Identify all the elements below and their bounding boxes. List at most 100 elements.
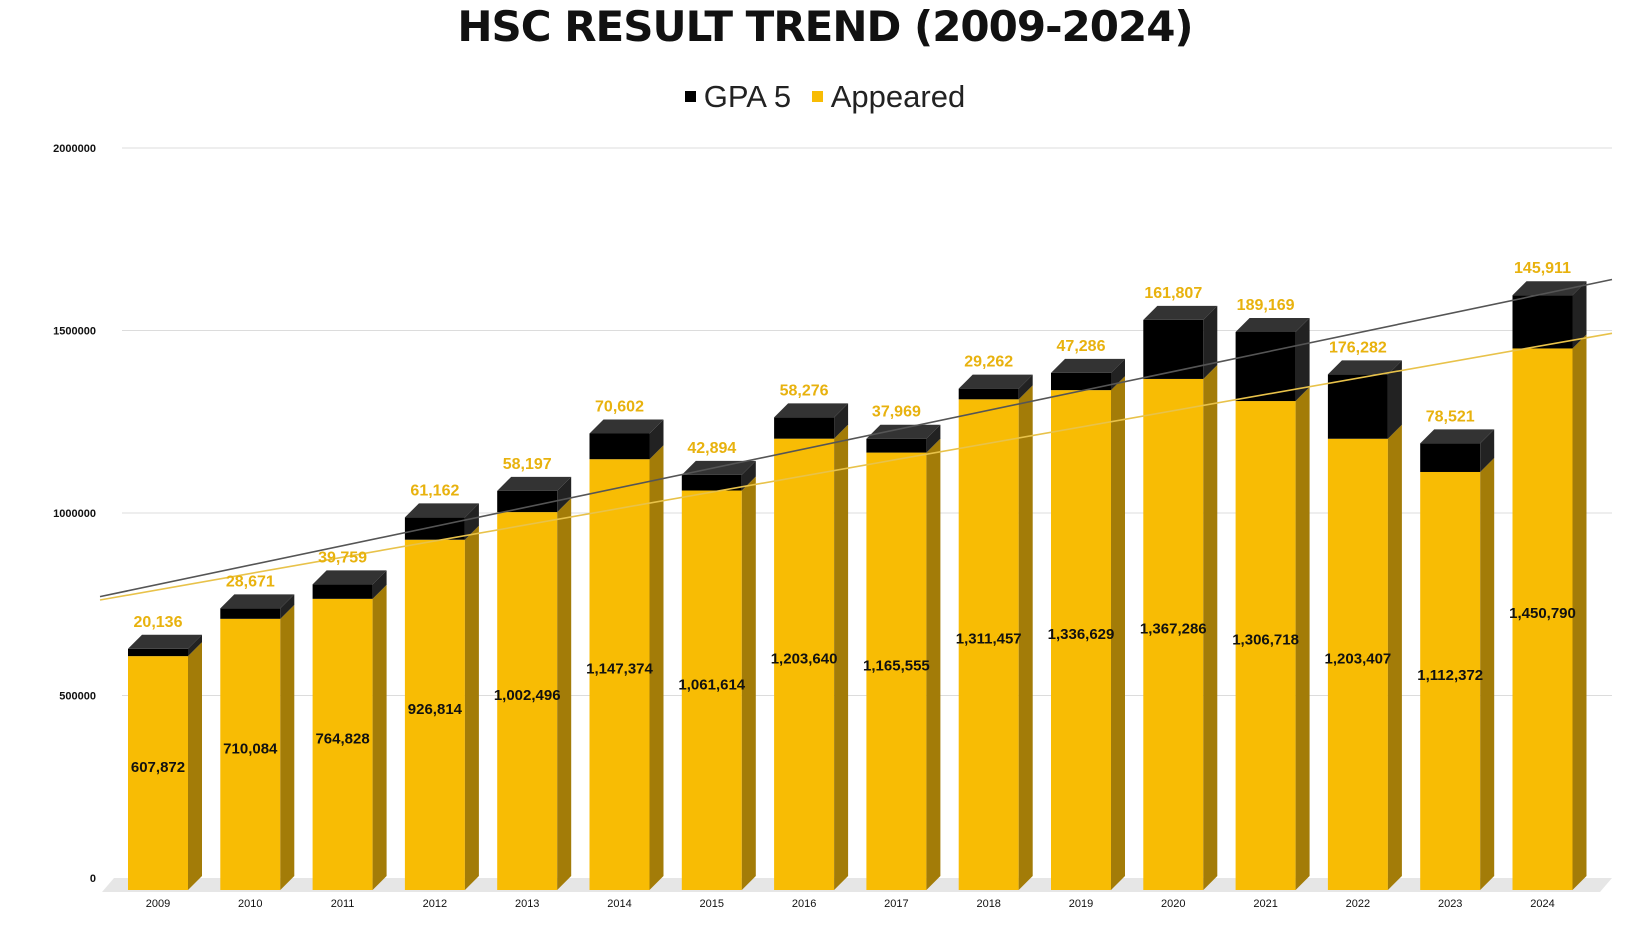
data-label-gpa5-2024: 145,911 <box>1514 260 1571 277</box>
x-tick-label-2016: 2016 <box>792 898 816 910</box>
data-label-appeared-2012: 926,814 <box>408 701 463 718</box>
data-label-appeared-2020: 1,367,286 <box>1140 620 1207 637</box>
bar-appeared-2019 <box>1051 390 1111 890</box>
chart-title: HSC RESULT TREND (2009-2024) <box>457 2 1193 51</box>
legend: GPA 5 Appeared <box>0 74 1650 115</box>
trendline-app <box>99 332 1613 601</box>
bar-appeared-2013 <box>497 512 558 890</box>
bar-gpa5-top-2022 <box>1327 360 1402 375</box>
bar-gpa5-top-2021 <box>1235 318 1310 333</box>
data-label-gpa5-2014: 70,602 <box>595 398 644 415</box>
data-label-gpa5-2017: 37,969 <box>872 404 921 421</box>
bar-gpa5-side-2014 <box>649 419 664 460</box>
bar-gpa5-side-2013 <box>557 476 572 513</box>
x-tick-label-2013: 2013 <box>515 898 539 910</box>
data-label-appeared-2023: 1,112,372 <box>1417 667 1483 684</box>
data-label-gpa5-2020: 161,807 <box>1144 285 1202 302</box>
bar-gpa5-2012 <box>404 517 465 540</box>
legend-item-appeared: Appeared <box>811 79 965 115</box>
bar-gpa5-2024 <box>1512 295 1573 349</box>
data-label-appeared-2010: 710,084 <box>223 740 278 757</box>
bar-gpa5-2018 <box>958 388 1019 400</box>
bar-appeared-2010 <box>220 618 281 890</box>
x-tick-label-2015: 2015 <box>700 898 724 910</box>
bar-gpa5-top-2023 <box>1420 429 1495 444</box>
data-label-appeared-2013: 1,002,496 <box>494 687 561 704</box>
bar-appeared-2011 <box>312 598 373 890</box>
bar-appeared-side-2024 <box>1572 334 1587 890</box>
bar-appeared-2017 <box>866 452 927 890</box>
bar-gpa5-2011 <box>312 584 373 599</box>
bar-appeared-2022 <box>1327 438 1388 890</box>
x-tick-label-2022: 2022 <box>1346 898 1370 910</box>
x-tick-label-2019: 2019 <box>1069 898 1093 910</box>
bar-gpa5-top-2017 <box>866 424 941 439</box>
data-label-appeared-2011: 764,828 <box>315 730 369 747</box>
bar-appeared-side-2013 <box>557 498 572 890</box>
bar-appeared-2018 <box>958 399 1019 890</box>
x-tick-label-2011: 2011 <box>331 898 355 910</box>
bar-appeared-side-2015 <box>741 476 756 890</box>
bar-gpa5-top-2013 <box>497 476 572 491</box>
bar-gpa5-2014 <box>589 433 650 460</box>
bar-gpa5-side-2024 <box>1572 281 1587 349</box>
data-label-gpa5-2016: 58,276 <box>780 382 829 399</box>
bar-gpa5-top-2011 <box>312 570 387 585</box>
bar-appeared-side-2011 <box>372 584 387 890</box>
bar-gpa5-2015 <box>681 474 742 491</box>
x-tick-label-2021: 2021 <box>1253 898 1277 910</box>
bar-appeared-side-2012 <box>464 525 479 890</box>
bar-gpa5-top-2010 <box>220 594 295 609</box>
bar-gpa5-2009 <box>128 648 188 657</box>
bar-gpa5-top-2016 <box>774 403 849 418</box>
data-label-appeared-2014: 1,147,374 <box>586 661 653 678</box>
data-label-appeared-2024: 1,450,790 <box>1509 605 1576 622</box>
bar-gpa5-top-2012 <box>404 503 479 518</box>
bar-gpa5-2020 <box>1143 319 1204 379</box>
x-tick-label-2023: 2023 <box>1438 898 1462 910</box>
data-label-appeared-2018: 1,311,457 <box>956 631 1022 648</box>
x-tick-label-2018: 2018 <box>976 898 1000 910</box>
floor-layer <box>102 878 1612 892</box>
bar-gpa5-2021 <box>1235 332 1296 402</box>
bar-gpa5-top-2019 <box>1051 358 1125 373</box>
x-tick-label-2014: 2014 <box>607 898 631 910</box>
bar-appeared-2023 <box>1420 471 1481 890</box>
chart-floor <box>102 878 1612 892</box>
data-label-appeared-2017: 1,165,555 <box>863 657 930 674</box>
data-label-gpa5-2009: 20,136 <box>134 614 183 631</box>
bar-gpa5-top-2014 <box>589 419 664 434</box>
bar-appeared-side-2017 <box>926 438 941 890</box>
bar-gpa5-side-2019 <box>1111 358 1125 391</box>
data-label-gpa5-2019: 47,286 <box>1057 338 1106 355</box>
bar-appeared-side-2009 <box>188 642 202 890</box>
data-label-gpa5-2015: 42,894 <box>687 440 736 457</box>
bar-gpa5-top-2018 <box>958 374 1033 389</box>
x-tick-label-2024: 2024 <box>1530 898 1554 910</box>
bars-layer <box>128 281 1587 891</box>
bar-appeared-side-2023 <box>1480 457 1495 890</box>
bar-gpa5-side-2023 <box>1480 429 1495 472</box>
data-label-gpa5-2011: 39,759 <box>318 549 367 566</box>
bar-gpa5-2010 <box>220 608 281 619</box>
data-label-appeared-2016: 1,203,640 <box>771 650 838 667</box>
bar-gpa5-side-2017 <box>926 424 941 453</box>
bar-gpa5-side-2015 <box>741 460 756 491</box>
bar-gpa5-side-2021 <box>1295 318 1310 402</box>
bar-gpa5-top-2024 <box>1512 281 1587 296</box>
data-label-gpa5-2018: 29,262 <box>964 354 1013 371</box>
bar-appeared-side-2020 <box>1203 364 1218 890</box>
labels-layer: 0 500000 1000000 1500000 2000000 20,136 607,87… <box>53 143 1576 910</box>
legend-swatch-gpa5 <box>684 91 696 102</box>
x-tick-label-2009: 2009 <box>146 898 170 910</box>
bar-gpa5-2016 <box>774 417 835 439</box>
bar-appeared-2020 <box>1143 378 1204 890</box>
y-tick-label-0: 0 <box>90 873 96 885</box>
bar-appeared-2014 <box>589 459 650 890</box>
x-tick-label-2017: 2017 <box>884 898 908 910</box>
x-tick-label-2020: 2020 <box>1161 898 1185 910</box>
bar-gpa5-side-2009 <box>188 634 202 657</box>
bar-gpa5-side-2020 <box>1203 305 1218 379</box>
data-label-appeared-2009: 607,872 <box>131 759 185 776</box>
legend-swatch-appeared <box>811 91 823 102</box>
